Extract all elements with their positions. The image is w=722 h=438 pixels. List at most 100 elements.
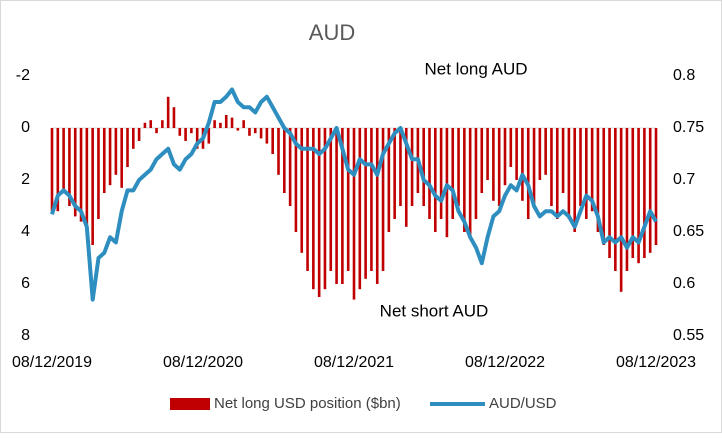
bar — [329, 128, 333, 271]
bar — [288, 128, 292, 206]
bar — [434, 128, 437, 232]
y2-tick-label: 0.7 — [673, 171, 695, 188]
bar — [277, 128, 280, 175]
legend-swatch — [170, 398, 210, 410]
bar — [102, 128, 106, 193]
bar — [457, 128, 460, 206]
bar — [561, 128, 565, 193]
bar — [341, 128, 344, 284]
bar — [364, 128, 367, 279]
bar — [195, 128, 199, 149]
bar — [224, 115, 228, 128]
y-tick-label: -2 — [16, 67, 30, 84]
bar — [451, 128, 455, 219]
x-tick-label: 08/12/2022 — [465, 354, 545, 371]
y-tick-label: 4 — [21, 223, 30, 240]
bar — [631, 128, 635, 258]
bar — [614, 128, 617, 271]
bar — [114, 128, 118, 175]
bar — [428, 128, 431, 219]
bar — [126, 128, 129, 167]
bar — [643, 128, 646, 258]
bar — [399, 128, 402, 206]
y2-tick-label: 0.65 — [673, 223, 704, 240]
bar — [62, 128, 65, 193]
bar — [654, 128, 658, 245]
bar — [335, 128, 338, 284]
x-tick-label: 08/12/2020 — [163, 354, 243, 371]
y-tick-label: 6 — [21, 275, 30, 292]
bar — [619, 128, 623, 292]
bar — [526, 128, 530, 219]
bar — [317, 128, 321, 297]
bar — [381, 128, 385, 271]
bar — [73, 128, 77, 217]
bar — [219, 122, 222, 128]
bar — [132, 128, 135, 149]
bar — [375, 128, 379, 284]
legend-label: AUD/USD — [489, 395, 557, 412]
bar — [166, 96, 170, 128]
bar — [509, 128, 513, 167]
annotation: Net short AUD — [380, 301, 489, 320]
bar — [108, 128, 112, 186]
bar — [567, 128, 571, 219]
bar — [248, 128, 251, 136]
bar — [323, 128, 327, 290]
bar — [590, 128, 594, 212]
bar — [68, 128, 71, 206]
bar — [602, 128, 606, 245]
bar — [149, 120, 153, 128]
y2-tick-label: 0.55 — [673, 327, 704, 344]
bar — [56, 128, 60, 212]
bar — [242, 120, 245, 128]
bar — [294, 128, 298, 232]
bar — [85, 128, 89, 232]
bar — [190, 128, 193, 134]
y2-tick-label: 0.8 — [673, 67, 695, 84]
bar — [532, 128, 536, 206]
y2-tick-label: 0.75 — [673, 119, 704, 136]
bar — [393, 128, 396, 219]
bar — [91, 128, 94, 245]
bar — [439, 128, 443, 219]
bar — [422, 128, 425, 206]
y-tick-label: 0 — [21, 119, 30, 136]
bar — [370, 128, 373, 271]
bar — [497, 128, 501, 206]
bar — [486, 128, 489, 180]
bar — [573, 128, 576, 232]
bar — [300, 128, 304, 253]
bar — [463, 128, 466, 232]
bar — [503, 128, 507, 186]
bar — [544, 128, 547, 175]
bar — [410, 128, 414, 206]
bar — [155, 128, 158, 134]
bar — [585, 128, 588, 219]
bar — [306, 128, 309, 271]
bar — [579, 128, 582, 206]
x-tick-label: 08/12/2019 — [12, 354, 92, 371]
bar — [259, 128, 263, 139]
bar — [207, 128, 211, 144]
bar — [50, 128, 54, 212]
bar — [625, 128, 629, 271]
bar — [468, 128, 472, 238]
bar — [550, 128, 553, 206]
bar — [358, 128, 362, 290]
bar — [555, 128, 559, 219]
bar — [492, 128, 495, 201]
bar — [236, 128, 240, 131]
bar — [97, 128, 100, 219]
bar — [387, 128, 391, 232]
y-tick-label: 2 — [21, 171, 30, 188]
y2-tick-label: 0.6 — [673, 275, 695, 292]
bar — [283, 128, 286, 193]
bar — [445, 128, 449, 238]
y-tick-label: 8 — [21, 327, 30, 344]
bar — [480, 128, 484, 193]
bar — [161, 120, 164, 128]
bar — [346, 128, 350, 271]
bar — [538, 128, 542, 180]
